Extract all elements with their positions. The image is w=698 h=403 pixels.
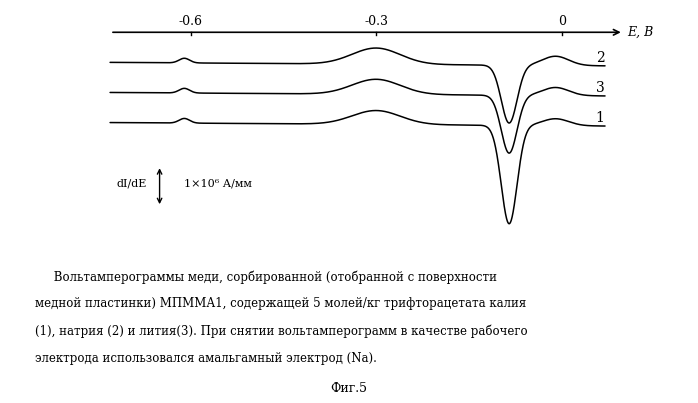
Text: 1×10⁶ А/мм: 1×10⁶ А/мм (184, 179, 252, 189)
Text: 3: 3 (596, 81, 604, 95)
Text: 0: 0 (558, 15, 566, 28)
Text: dI/dE: dI/dE (117, 179, 147, 189)
Text: Фиг.5: Фиг.5 (330, 382, 368, 395)
Text: (1), натрия (2) и лития(3). При снятии вольтамперограмм в качестве рабочего: (1), натрия (2) и лития(3). При снятии в… (35, 325, 528, 338)
Text: электрода использовался амальгамный электрод (Na).: электрода использовался амальгамный элек… (35, 352, 377, 365)
Text: Вольтамперограммы меди, сорбированной (отобранной с поверхности: Вольтамперограммы меди, сорбированной (о… (35, 270, 497, 283)
Text: -0.3: -0.3 (364, 15, 388, 28)
Text: -0.6: -0.6 (179, 15, 202, 28)
Text: 1: 1 (596, 111, 604, 125)
Text: медной пластинки) МПММА1, содержащей 5 молей/кг трифторацетата калия: медной пластинки) МПММА1, содержащей 5 м… (35, 297, 526, 310)
Text: 2: 2 (596, 51, 604, 65)
Text: E, В: E, В (627, 26, 653, 39)
